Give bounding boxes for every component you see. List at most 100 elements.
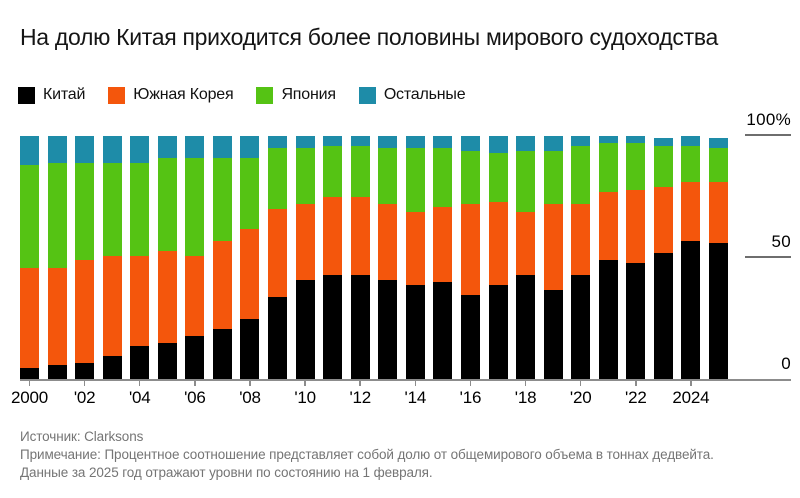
legend-item-2: Южная Корея <box>108 86 234 104</box>
bar-segment <box>350 145 370 198</box>
bar-2006 <box>185 136 205 380</box>
bar-segment <box>709 138 728 149</box>
bar-segment <box>709 148 728 183</box>
bar-segment <box>405 136 425 149</box>
chart-legend: Китай Южная Корея Япония Остальные <box>18 86 466 104</box>
x-tick-mark <box>469 380 472 386</box>
bar-segment <box>626 143 646 190</box>
bar-segment <box>488 284 508 380</box>
bar-segment <box>268 297 288 380</box>
bar-segment <box>212 328 232 380</box>
bar-segment <box>460 136 480 151</box>
bar-segment <box>240 319 260 380</box>
bar-2013 <box>378 136 398 380</box>
bar-segment <box>75 162 95 261</box>
bar-segment <box>102 255 122 356</box>
bar-2009 <box>268 136 288 380</box>
bar-segment <box>212 241 232 329</box>
bar-segment <box>47 365 67 380</box>
bar-2014 <box>405 136 425 380</box>
source-note: Источник: Clarksons <box>20 429 144 444</box>
bar-segment <box>405 148 425 212</box>
x-axis-label: '20 <box>569 388 592 407</box>
bar-segment <box>653 138 673 146</box>
chart-title: На долю Китая приходится более половины … <box>20 24 718 50</box>
bar-2005 <box>157 136 177 380</box>
bar-segment <box>405 211 425 285</box>
x-axis-label: '06 <box>184 388 206 407</box>
bar-segment <box>295 204 315 280</box>
x-axis-label: '04 <box>128 388 151 407</box>
bar-2024 <box>681 136 701 380</box>
bar-2011 <box>323 136 343 380</box>
bar-segment <box>295 136 315 149</box>
legend-item-1: Китай <box>18 86 85 104</box>
bar-segment <box>157 250 177 344</box>
x-axis-label: 2000 <box>10 388 49 407</box>
legend-item-3: Япония <box>256 86 336 104</box>
bar-2010 <box>295 136 315 380</box>
legend-swatch <box>18 86 35 104</box>
bar-segment <box>516 150 536 212</box>
bar-segment <box>598 192 618 261</box>
bar-segment <box>433 148 453 207</box>
bar-segment <box>102 136 122 163</box>
bar-segment <box>20 165 39 268</box>
bar-2000 <box>20 136 39 380</box>
bar-segment <box>405 284 425 380</box>
bar-2003 <box>102 136 122 380</box>
bar-segment <box>653 253 673 380</box>
bar-segment <box>516 275 536 380</box>
bar-segment <box>516 211 536 276</box>
bar-segment <box>350 197 370 276</box>
x-tick-mark <box>304 380 306 386</box>
bar-segment <box>75 362 95 380</box>
legend-swatch <box>108 86 126 104</box>
bar-segment <box>460 294 480 380</box>
bar-segment <box>212 158 232 242</box>
x-tick-mark <box>524 380 527 386</box>
x-axis-label: '16 <box>459 388 482 407</box>
bar-segment <box>20 136 39 166</box>
y-tick-mark <box>745 134 791 136</box>
bar-segment <box>433 282 453 380</box>
legend-label: Китай <box>43 86 86 103</box>
bar-segment <box>626 262 646 380</box>
bar-segment <box>102 162 122 256</box>
bar-segment <box>653 145 673 188</box>
bar-segment <box>350 136 370 146</box>
legend-label: Япония <box>281 86 336 103</box>
bar-segment <box>240 228 260 320</box>
x-tick-mark <box>28 380 31 386</box>
bar-2018 <box>516 136 536 380</box>
bar-segment <box>626 189 646 263</box>
bar-2020 <box>571 135 591 380</box>
x-axis-label: '02 <box>73 388 96 407</box>
bar-2015 <box>433 136 453 380</box>
bar-segment <box>709 243 728 380</box>
bar-segment <box>378 204 398 280</box>
bar-segment <box>433 136 453 149</box>
bar-segment <box>488 136 508 154</box>
x-axis-label: '08 <box>239 388 261 407</box>
bar-segment <box>350 275 370 380</box>
bar-segment <box>20 267 39 368</box>
bar-2004 <box>130 136 150 380</box>
bar-segment <box>212 136 232 159</box>
bar-segment <box>626 136 646 144</box>
bar-segment <box>47 162 67 268</box>
bar-segment <box>598 143 618 193</box>
bar-segment <box>130 255 150 346</box>
bar-segment <box>378 136 398 149</box>
bar-segment <box>598 136 618 144</box>
bar-segment <box>185 336 205 380</box>
bar-segment <box>323 145 343 198</box>
x-axis-label: '10 <box>294 388 316 407</box>
x-axis-label: '14 <box>404 388 427 407</box>
bar-segment <box>323 275 343 380</box>
bar-segment <box>75 260 95 363</box>
x-tick-mark <box>690 380 692 386</box>
y-axis-label: 50 <box>771 232 791 251</box>
bar-segment <box>571 145 591 205</box>
bar-segment <box>157 158 177 251</box>
